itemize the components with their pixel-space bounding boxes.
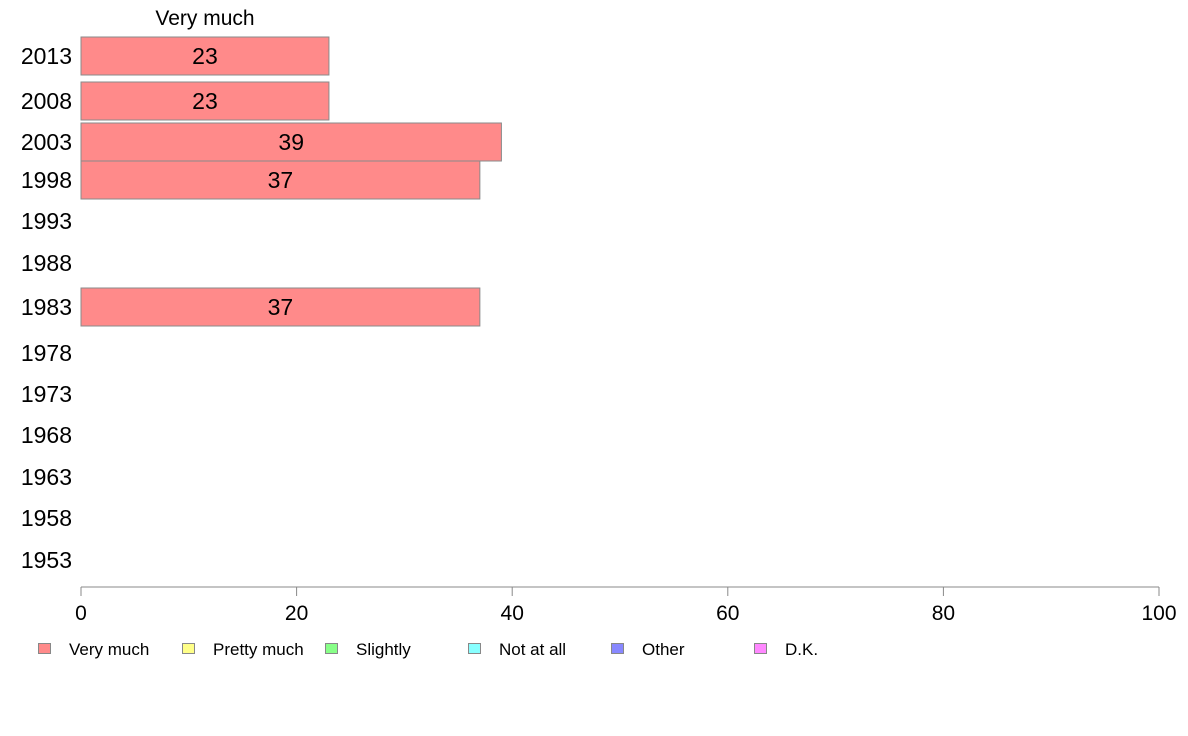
legend-label: Pretty much — [213, 640, 304, 659]
legend-swatch-not-at-all — [468, 643, 481, 654]
legend: Very much Pretty much Slightly Not at al… — [38, 640, 1138, 662]
legend-label: Other — [642, 640, 685, 659]
legend-label: Slightly — [356, 640, 411, 659]
y-tick-label-1953: 1953 — [21, 547, 72, 573]
y-tick-label-2003: 2003 — [21, 129, 72, 155]
legend-label: D.K. — [785, 640, 819, 659]
y-tick-label-1988: 1988 — [21, 250, 72, 276]
x-tick-label-0: 0 — [75, 602, 87, 625]
legend-label: Not at all — [499, 640, 567, 659]
legend-swatch-other — [611, 643, 624, 654]
bar-2003 — [80, 122, 502, 162]
data-label-2003: 39 — [278, 129, 304, 155]
y-tick-label-1983: 1983 — [21, 294, 72, 320]
legend-swatch-dk — [754, 643, 767, 654]
x-tick-label-80: 80 — [932, 602, 955, 625]
bar-1983 — [80, 287, 481, 327]
y-tick-label-1998: 1998 — [21, 167, 72, 193]
x-axis: 0 20 40 60 80 100 — [75, 586, 1177, 625]
x-tick-label-20: 20 — [285, 602, 308, 625]
data-label-2013: 23 — [192, 43, 218, 69]
y-axis-labels: 2013 2008 2003 1998 1993 1988 1983 1978 1973 1968… — [21, 43, 72, 573]
y-tick-label-1968: 1968 — [21, 422, 72, 448]
data-label-2008: 23 — [192, 88, 218, 114]
legend-label: Very much — [69, 640, 150, 659]
legend-swatch-very-much — [38, 643, 51, 654]
y-tick-label-1963: 1963 — [21, 464, 72, 490]
data-label-1998: 37 — [268, 167, 294, 193]
y-tick-label-2013: 2013 — [21, 43, 72, 69]
y-tick-label-1993: 1993 — [21, 208, 72, 234]
legend-swatch-pretty-much — [182, 643, 195, 654]
bar-2013 — [80, 36, 330, 76]
x-tick-label-100: 100 — [1141, 602, 1176, 625]
y-tick-label-1978: 1978 — [21, 340, 72, 366]
data-label-1983: 37 — [268, 294, 294, 320]
bar-2008 — [80, 81, 330, 121]
y-tick-label-1973: 1973 — [21, 381, 72, 407]
legend-swatch-slightly — [325, 643, 338, 654]
y-tick-label-1958: 1958 — [21, 505, 72, 531]
x-tick-label-60: 60 — [716, 602, 739, 625]
chart-title: Very much — [155, 7, 254, 30]
bars-group: 23 23 39 37 37 — [80, 36, 502, 327]
bar-1998 — [80, 160, 481, 200]
y-tick-label-2008: 2008 — [21, 88, 72, 114]
x-tick-label-40: 40 — [501, 602, 524, 625]
